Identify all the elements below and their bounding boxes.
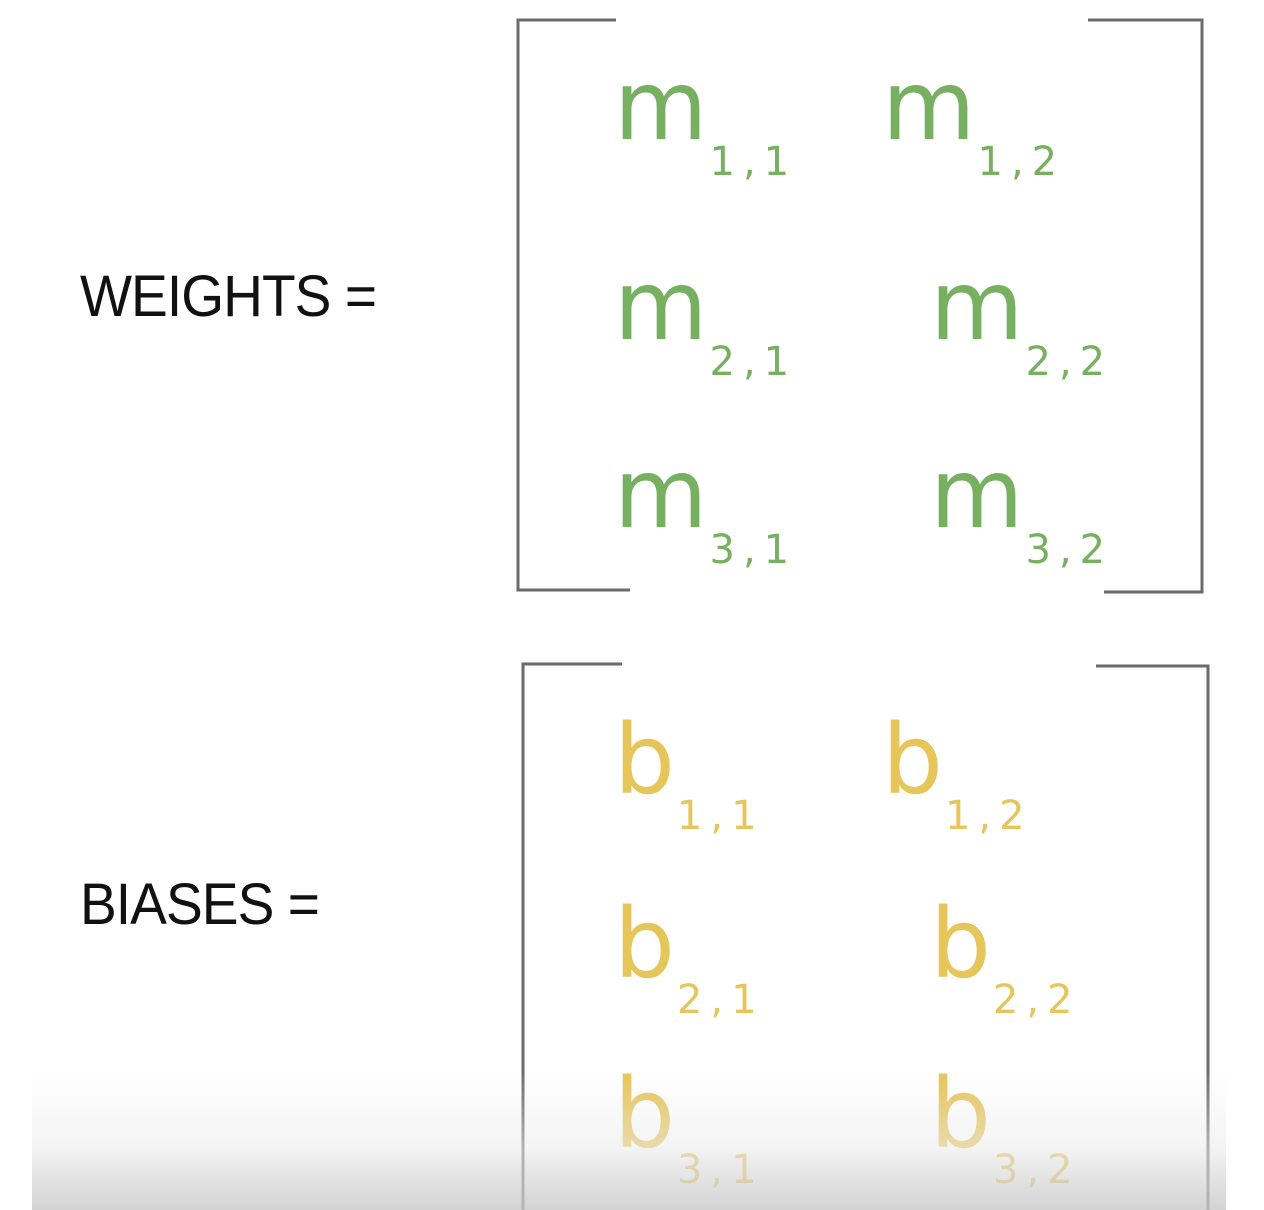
biases-symbol: b [614, 1058, 675, 1170]
biases-symbol: b [614, 704, 675, 816]
biases-symbol: b [930, 1058, 991, 1170]
weights-label: WEIGHTS = [80, 264, 377, 329]
biases-entry-2-2: b2,2 [930, 888, 1081, 1020]
biases-entry-2-1: b2,1 [614, 888, 765, 1020]
weights-symbol: m [614, 50, 708, 162]
weights-subscript: 1,1 [709, 139, 798, 185]
weights-entry-2-2: m2,2 [930, 250, 1113, 382]
weights-entry-3-2: m3,2 [930, 438, 1113, 570]
biases-subscript: 1,1 [676, 793, 765, 839]
weights-subscript: 3,1 [709, 527, 798, 573]
biases-entry-3-2: b3,2 [930, 1058, 1081, 1190]
biases-entry-1-1: b1,1 [614, 704, 765, 836]
weights-symbol: m [614, 250, 708, 362]
biases-right-bracket [1096, 664, 1210, 1210]
biases-left-bracket [521, 662, 622, 1210]
weights-entry-1-2: m1,2 [882, 50, 1065, 182]
weights-entry-1-1: m1,1 [614, 50, 797, 182]
weights-left-bracket [516, 18, 630, 592]
biases-subscript: 2,2 [992, 977, 1081, 1023]
weights-entry-2-1: m2,1 [614, 250, 797, 382]
weights-symbol: m [930, 250, 1024, 362]
biases-symbol: b [882, 704, 943, 816]
biases-entry-1-2: b1,2 [882, 704, 1033, 836]
weights-subscript: 1,2 [977, 139, 1066, 185]
biases-label: BIASES = [80, 872, 320, 937]
weights-symbol: m [882, 50, 976, 162]
biases-symbol: b [614, 888, 675, 1000]
weights-subscript: 2,2 [1025, 339, 1114, 385]
biases-subscript: 2,1 [676, 977, 765, 1023]
weights-entry-3-1: m3,1 [614, 438, 797, 570]
biases-entry-3-1: b3,1 [614, 1058, 765, 1190]
biases-subscript: 1,2 [944, 793, 1033, 839]
biases-subscript: 3,2 [992, 1147, 1081, 1193]
biases-subscript: 3,1 [676, 1147, 765, 1193]
weights-subscript: 3,2 [1025, 527, 1114, 573]
biases-symbol: b [930, 888, 991, 1000]
weights-symbol: m [614, 438, 708, 550]
weights-right-bracket [1088, 18, 1204, 594]
weights-subscript: 2,1 [709, 339, 798, 385]
weights-symbol: m [930, 438, 1024, 550]
